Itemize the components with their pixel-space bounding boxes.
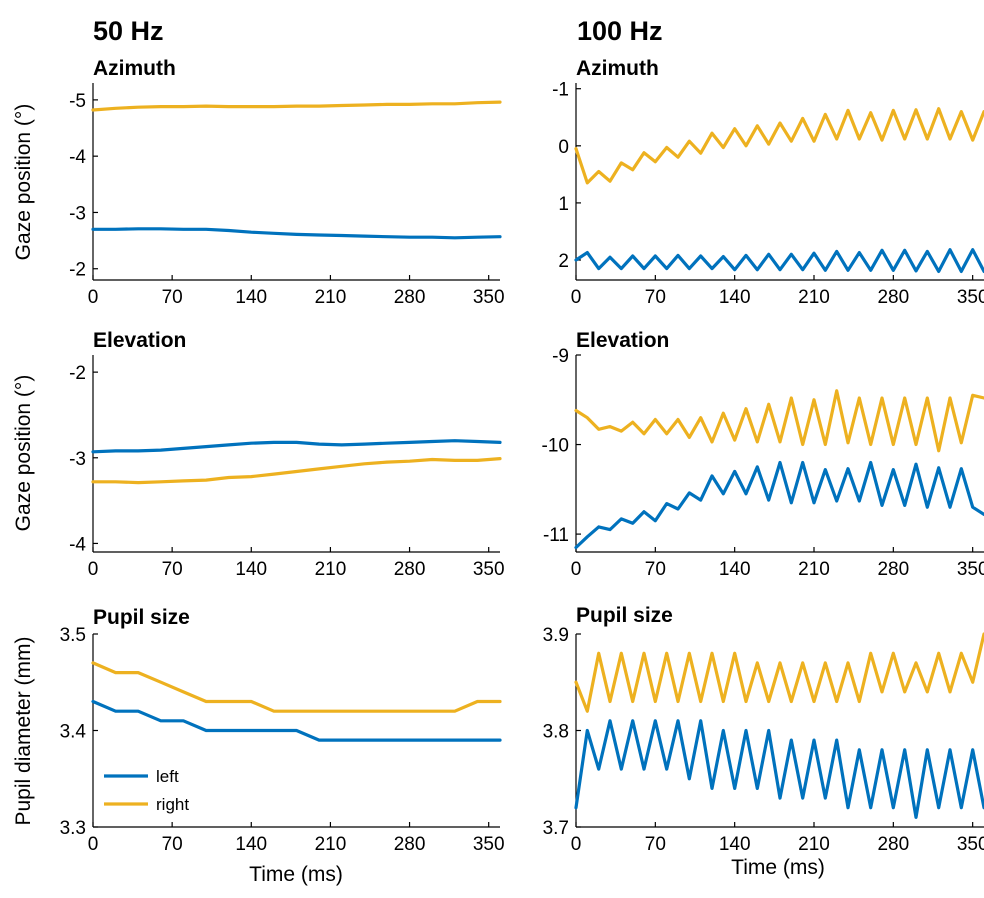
- x-tick-label: 0: [571, 559, 582, 580]
- column-title-100hz: 100 Hz: [577, 16, 663, 46]
- y-tick-label: -10: [542, 436, 569, 457]
- x-tick-label: 280: [877, 559, 909, 580]
- x-tick-label: 280: [394, 287, 426, 308]
- series-line-left: [574, 719, 984, 820]
- series-line-left: [574, 460, 984, 550]
- x-tick-label: 0: [88, 834, 99, 855]
- x-tick-label: 0: [571, 287, 582, 308]
- y-tick-label: -4: [69, 534, 86, 555]
- x-tick-label: 70: [645, 559, 666, 580]
- panel-title: Pupil size: [576, 604, 673, 627]
- x-tick-label: 210: [798, 287, 830, 308]
- y-axis-label: Gaze position (°): [12, 104, 35, 261]
- x-tick-label: 210: [798, 834, 830, 855]
- x-tick-label: 0: [88, 559, 99, 580]
- x-tick-label: 70: [162, 834, 183, 855]
- series-line-left: [91, 699, 502, 742]
- y-tick-label: -2: [69, 260, 86, 281]
- y-tick-label: 0: [558, 137, 569, 158]
- panel-0: 0 70 140 210 280 350 -5 -4 -3 -2 Azimuth Gaze posit…: [12, 57, 505, 308]
- x-tick-label: 350: [473, 834, 505, 855]
- y-tick-label: -3: [69, 449, 86, 470]
- series-line-left: [574, 248, 984, 273]
- x-tick-label: 140: [235, 287, 267, 308]
- y-tick-label: 3.9: [543, 625, 569, 646]
- y-tick-label: 3.5: [60, 625, 86, 646]
- panel-3: 0 70 140 210 280 350 -11 -10 -9 Elevation: [542, 329, 984, 580]
- x-tick-label: 280: [877, 834, 909, 855]
- series-line-right: [574, 107, 984, 185]
- y-tick-label: 2: [558, 251, 569, 272]
- y-tick-label: -4: [69, 147, 86, 168]
- panel-title: Azimuth: [576, 57, 659, 80]
- x-tick-label: 70: [645, 287, 666, 308]
- x-axis-label-right: Time (ms): [731, 856, 825, 879]
- panel-5: 0 70 140 210 280 350 3.7 3.8 3.9 Pupil size: [543, 604, 984, 855]
- legend-label-right: right: [156, 795, 189, 814]
- series-line-right: [91, 100, 502, 112]
- panel-4: 0 70 140 210 280 350 3.3 3.4 3.5 Pupil size Pupil …: [12, 606, 505, 855]
- panel-title: Pupil size: [93, 606, 190, 629]
- series-line-left: [91, 439, 502, 454]
- y-tick-label: 3.7: [543, 818, 569, 839]
- x-tick-label: 280: [877, 287, 909, 308]
- legend-label-left: left: [156, 767, 179, 786]
- y-tick-label: -11: [543, 525, 569, 546]
- x-tick-label: 140: [235, 834, 267, 855]
- x-tick-label: 350: [957, 559, 984, 580]
- x-tick-label: 0: [571, 834, 582, 855]
- x-tick-label: 140: [235, 559, 267, 580]
- x-tick-label: 140: [719, 834, 751, 855]
- x-tick-label: 210: [315, 287, 347, 308]
- y-tick-label: -3: [69, 203, 86, 224]
- y-tick-label: -5: [69, 91, 86, 112]
- panel-2: 0 70 140 210 280 350 -4 -3 -2 Elevation Gaze posit…: [12, 329, 505, 580]
- x-tick-label: 350: [957, 287, 984, 308]
- x-tick-label: 350: [473, 287, 505, 308]
- y-tick-label: 3.8: [543, 722, 569, 743]
- series-line-right: [91, 457, 502, 485]
- x-tick-label: 70: [162, 287, 183, 308]
- y-axis-label: Pupil diameter (mm): [12, 636, 35, 825]
- series-line-left: [91, 227, 502, 240]
- x-tick-label: 210: [798, 559, 830, 580]
- series-line-right: [574, 632, 984, 713]
- panel-title: Elevation: [576, 329, 669, 352]
- x-tick-label: 210: [315, 559, 347, 580]
- x-tick-label: 140: [719, 287, 751, 308]
- x-tick-label: 210: [315, 834, 347, 855]
- y-tick-label: -1: [552, 80, 569, 101]
- y-tick-label: 3.3: [60, 818, 86, 839]
- x-tick-label: 140: [719, 559, 751, 580]
- x-axis-label-left: Time (ms): [249, 863, 343, 886]
- x-tick-label: 70: [645, 834, 666, 855]
- panel-title: Elevation: [93, 329, 186, 352]
- column-title-50hz: 50 Hz: [93, 16, 164, 46]
- panel-1: 0 70 140 210 280 350 -1 0 1 2 Azimuth: [552, 57, 984, 308]
- panel-title: Azimuth: [93, 57, 176, 80]
- y-axis-label: Gaze position (°): [12, 375, 35, 532]
- series-line-right: [91, 661, 502, 713]
- x-tick-label: 280: [394, 559, 426, 580]
- legend: left right: [104, 767, 189, 814]
- x-tick-label: 350: [473, 559, 505, 580]
- y-tick-label: -2: [69, 363, 86, 384]
- y-tick-label: 3.4: [60, 722, 87, 743]
- x-tick-label: 0: [88, 287, 99, 308]
- x-tick-label: 350: [957, 834, 984, 855]
- x-tick-label: 280: [394, 834, 426, 855]
- y-tick-label: 1: [558, 194, 569, 215]
- series-line-right: [574, 389, 984, 453]
- x-tick-label: 70: [162, 559, 183, 580]
- y-tick-label: -9: [552, 346, 569, 367]
